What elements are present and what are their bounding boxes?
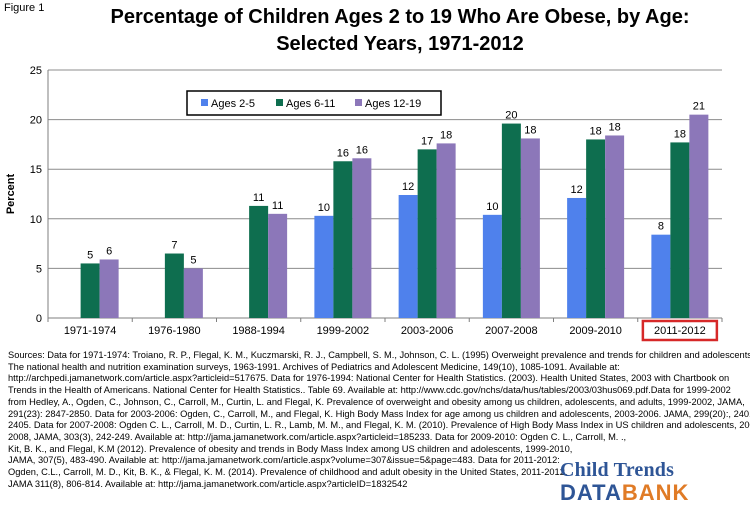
y-tick-label: 25	[30, 65, 42, 77]
x-tick-label: 1999-2002	[317, 325, 370, 337]
data-label: 6	[106, 245, 112, 257]
y-tick-label: 10	[30, 214, 42, 226]
bar-ages-2-5	[398, 194, 418, 318]
chart-title-block: Percentage of Children Ages 2 to 19 Who …	[60, 4, 740, 58]
logo-bank-text: BANK	[621, 480, 690, 505]
x-tick-label: 1988-1994	[232, 325, 285, 337]
legend-label: Ages 2-5	[211, 98, 255, 110]
data-label: 12	[571, 184, 583, 196]
bar-ages-2-5	[482, 214, 502, 318]
data-label: 16	[337, 147, 349, 159]
bar-ages-6-11	[80, 263, 100, 318]
y-tick-label: 20	[30, 115, 42, 127]
bar-ages-6-11	[164, 253, 184, 318]
bar-ages-6-11	[586, 139, 606, 318]
data-label: 21	[693, 101, 705, 113]
legend-label: Ages 6-11	[286, 98, 335, 110]
data-label: 18	[440, 129, 452, 141]
sources-line: Trends in the Health of Americans. Natio…	[8, 385, 731, 396]
data-label: 18	[609, 121, 621, 133]
logo-bottom-text: DATABANK	[560, 482, 740, 504]
bar-ages-12-19	[605, 135, 625, 318]
x-tick-label: 2011-2012	[654, 325, 706, 337]
bar-ages-12-19	[352, 158, 372, 318]
y-axis-label: Percent	[5, 173, 17, 214]
bar-ages-6-11	[501, 123, 521, 319]
data-label: 10	[486, 201, 498, 213]
sources-line: Ogden, C.L., Carroll, M. D., Kit, B. K.,…	[8, 467, 568, 478]
data-label: 12	[402, 181, 414, 193]
bar-ages-2-5	[651, 234, 671, 318]
sources-line: 2008, JAMA, 303(3), 242-249. Available a…	[8, 431, 627, 442]
legend-label: Ages 12-19	[365, 98, 421, 110]
y-tick-label: 5	[36, 263, 42, 275]
data-label: 11	[253, 192, 264, 204]
data-label: 17	[421, 135, 433, 147]
sources-line: JAMA, 307(5), 483-490. Available at: htt…	[8, 455, 560, 466]
sources-note: Sources: Data for 1971-1974: Troiano, R.…	[8, 350, 750, 490]
data-label: 18	[524, 124, 536, 136]
legend-swatch	[276, 99, 283, 106]
bar-ages-6-11	[670, 142, 690, 318]
data-label: 5	[190, 254, 196, 266]
bar-ages-2-5	[314, 215, 334, 318]
sources-line: The national health and nutrition examin…	[8, 361, 620, 372]
data-label: 18	[674, 128, 686, 140]
data-label: 7	[171, 240, 177, 252]
bar-ages-12-19	[436, 143, 456, 318]
highlight-box	[641, 319, 719, 342]
bar-ages-12-19	[520, 138, 540, 318]
data-label: 5	[87, 249, 93, 261]
legend-swatch	[355, 99, 362, 106]
data-label: 8	[658, 221, 664, 233]
bar-ages-6-11	[333, 161, 353, 318]
bar-ages-6-11	[417, 149, 437, 318]
sources-line: JAMA 311(8), 806-814. Available at: http…	[8, 478, 408, 489]
child-trends-databank-logo: Child Trends DATABANK	[560, 459, 740, 504]
data-label: 11	[272, 200, 283, 212]
bar-ages-6-11	[249, 205, 269, 318]
x-tick-label: 1976-1980	[148, 325, 201, 337]
x-tick-label: 1971-1974	[64, 325, 117, 337]
x-tick-label: 2003-2006	[401, 325, 454, 337]
sources-line: 291(23): 2847-2850. Data for 2003-2006: …	[8, 408, 750, 419]
data-label: 20	[505, 110, 517, 122]
data-label: 18	[590, 125, 602, 137]
chart-subtitle: Selected Years, 1971-2012	[276, 33, 524, 55]
bar-ages-2-5	[567, 197, 587, 318]
figure-label: Figure 1	[4, 2, 45, 14]
logo-data-text: DATA	[560, 480, 622, 505]
bar-ages-12-19	[689, 114, 709, 318]
y-tick-label: 0	[36, 313, 42, 325]
bar-ages-12-19	[99, 259, 119, 318]
bar-chart: 0 5 10 15 20 25 Percent 5 6 1971-1974 7 5 1976-1980 1…	[5, 65, 723, 342]
x-tick-label: 2009-2010	[569, 325, 622, 337]
sources-line: 2405. Data for 2007-2008: Ogden C. L., C…	[8, 420, 750, 431]
chart-title: Percentage of Children Ages 2 to 19 Who …	[110, 6, 690, 28]
sources-line: Sources: Data for 1971-1974: Troiano, R.…	[8, 350, 750, 360]
data-label: 16	[356, 144, 368, 156]
bar-ages-12-19	[268, 213, 288, 318]
legend-swatch	[201, 99, 208, 106]
bar-ages-12-19	[183, 268, 203, 318]
x-tick-label: 2007-2008	[485, 325, 538, 337]
sources-line: http://archpedi.jamanetwork.com/article.…	[8, 373, 730, 384]
y-tick-label: 15	[30, 164, 42, 176]
data-label: 10	[318, 202, 330, 214]
logo-top-text: Child Trends	[560, 459, 675, 481]
sources-line: from Hedley, A., Ogden, C., Johnson, C.,…	[8, 396, 745, 407]
sources-line: Kit, B. K., and Flegal, K.M (2012). Prev…	[8, 443, 573, 454]
legend-box	[186, 90, 442, 116]
